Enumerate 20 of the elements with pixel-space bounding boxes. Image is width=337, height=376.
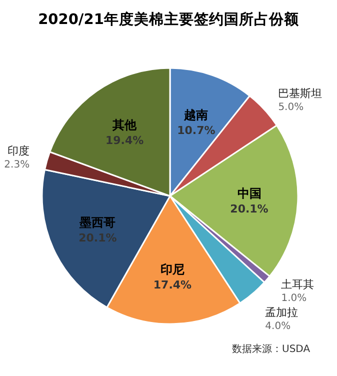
data-label: 20.1% xyxy=(230,202,268,216)
slice-label: 印度 xyxy=(8,144,30,158)
data-label: 4.0% xyxy=(265,320,291,332)
slice-label: 墨西哥 xyxy=(78,216,116,230)
slice-label: 越南 xyxy=(183,108,208,122)
data-label: 17.4% xyxy=(153,278,192,292)
data-label: 19.4% xyxy=(105,134,144,147)
slice-label: 土耳其 xyxy=(281,278,314,291)
slice-label: 孟加拉 xyxy=(265,306,298,319)
data-label: 2.3% xyxy=(4,159,30,170)
data-label: 20.1% xyxy=(78,232,117,245)
source-note: 数据来源：USDA xyxy=(232,343,310,355)
data-label: 1.0% xyxy=(281,292,307,304)
slice-label: 巴基斯坦 xyxy=(278,86,322,100)
data-label: 5.0% xyxy=(278,102,304,113)
slice-label: 其他 xyxy=(112,118,138,132)
slice-label: 印尼 xyxy=(160,262,184,276)
chart-title: 2020/21年度美棉主要签约国所占份额 xyxy=(38,10,300,28)
slice-label: 中国 xyxy=(237,186,262,201)
data-label: 10.7% xyxy=(177,124,216,138)
